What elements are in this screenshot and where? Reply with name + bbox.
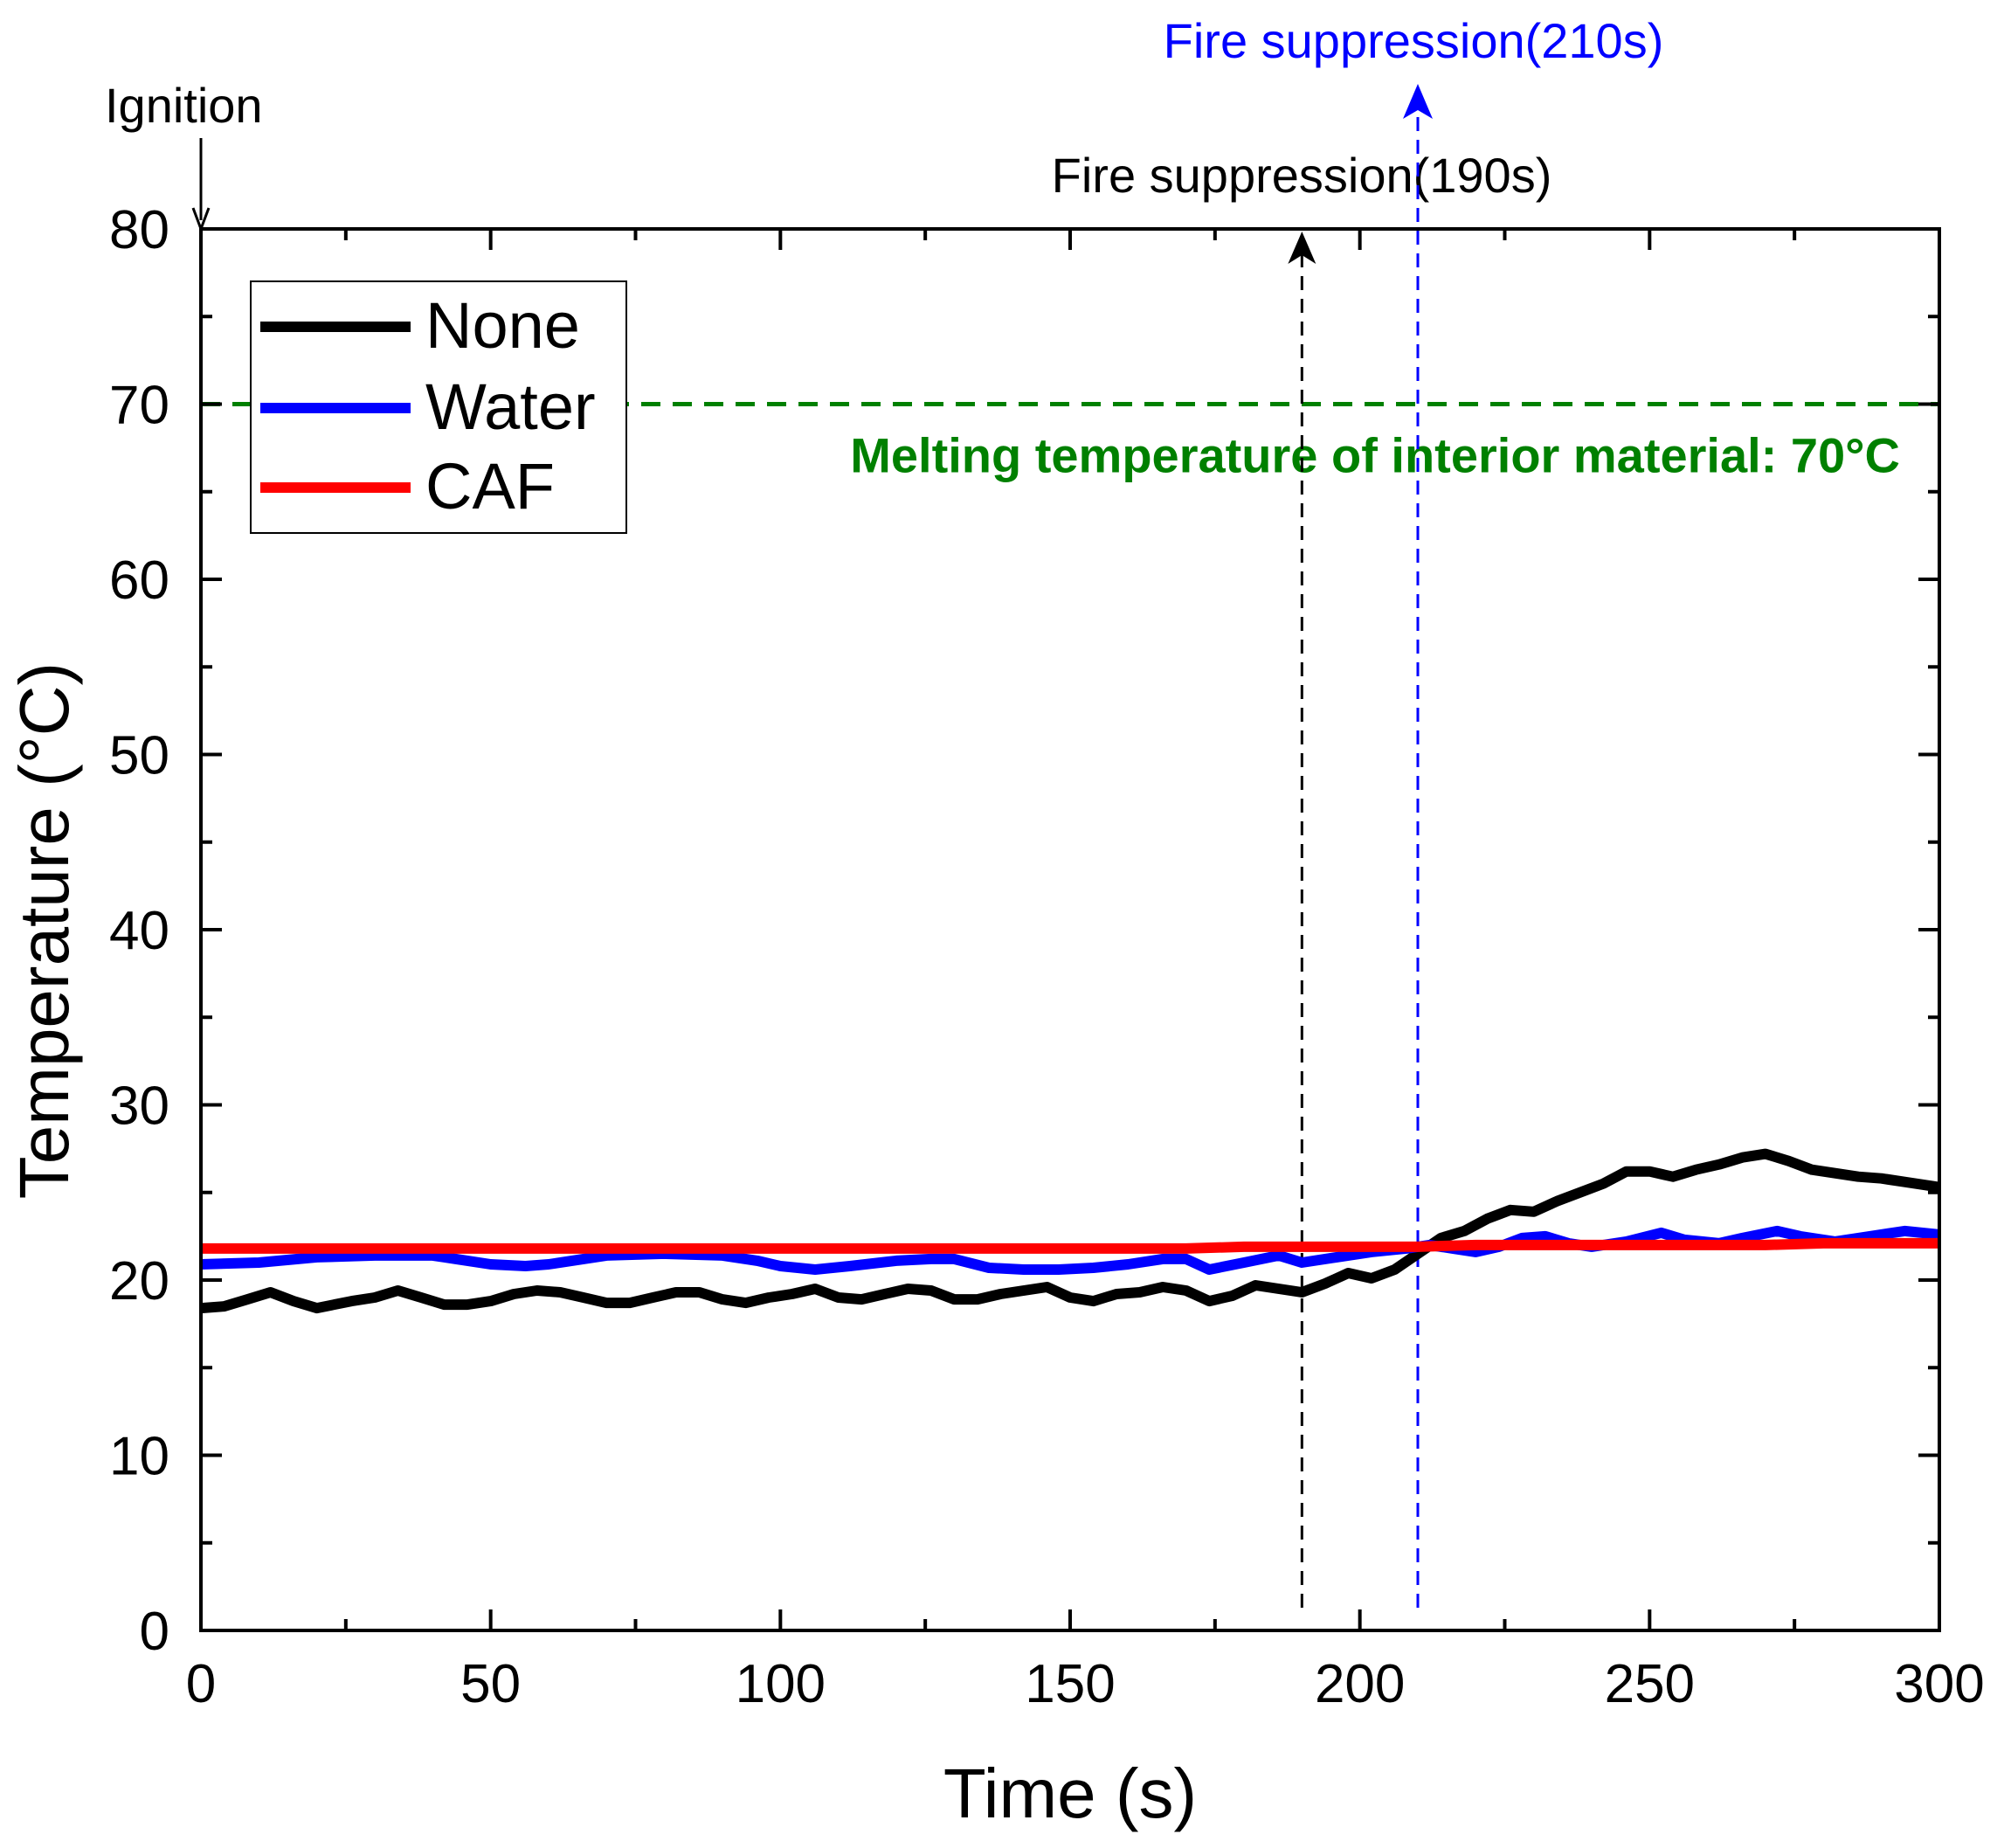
y-tick-label: 60: [109, 550, 169, 611]
y-tick-label: 10: [109, 1427, 169, 1487]
y-tick-label: 40: [109, 901, 169, 961]
fire-suppression-210-label: Fire suppression(210s): [1164, 13, 1664, 68]
fire-suppression-210-arrowhead: [1403, 84, 1433, 119]
y-tick-label: 70: [109, 376, 169, 436]
x-tick-label: 300: [1894, 1654, 1984, 1714]
x-tick-label: 0: [186, 1654, 216, 1714]
x-tick-label: 250: [1605, 1654, 1695, 1714]
y-tick-label: 20: [109, 1251, 169, 1312]
x-tick-label: 200: [1315, 1654, 1405, 1714]
y-tick-label: 30: [109, 1076, 169, 1137]
series-layer: [201, 1148, 1939, 1314]
y-tick-label: 80: [109, 200, 169, 260]
annotation-layer: Melting temperature of interior material…: [105, 13, 1939, 1608]
series-line-none: [201, 1148, 1939, 1314]
x-tick-label: 100: [736, 1654, 826, 1714]
legend: None Water CAF: [250, 280, 627, 534]
fire-suppression-190-arrowhead: [1288, 232, 1316, 264]
melting-threshold-label: Melting temperature of interior material…: [850, 428, 1900, 483]
axis-layer: 0 50 100 150 200 250 300 0 10 20 30 40 50 60 70 80: [109, 200, 1985, 1714]
legend-label-caf: CAF: [425, 450, 555, 523]
y-tick-label: 0: [140, 1602, 169, 1662]
ignition-arrowhead: [191, 207, 211, 230]
x-axis-title: Time (s): [943, 1755, 1197, 1832]
x-tick-label: 150: [1025, 1654, 1115, 1714]
y-axis-title: Temperature (°C): [5, 662, 83, 1199]
series-line-caf: [201, 1237, 1939, 1254]
y-tick-label: 50: [109, 726, 169, 786]
ignition-label: Ignition: [105, 78, 263, 133]
legend-label-water: Water: [425, 370, 596, 443]
series-line-water: [201, 1225, 1939, 1275]
x-tick-label: 50: [460, 1654, 521, 1714]
legend-label-none: None: [425, 289, 580, 362]
fire-suppression-190-label: Fire suppression(190s): [1052, 148, 1552, 203]
